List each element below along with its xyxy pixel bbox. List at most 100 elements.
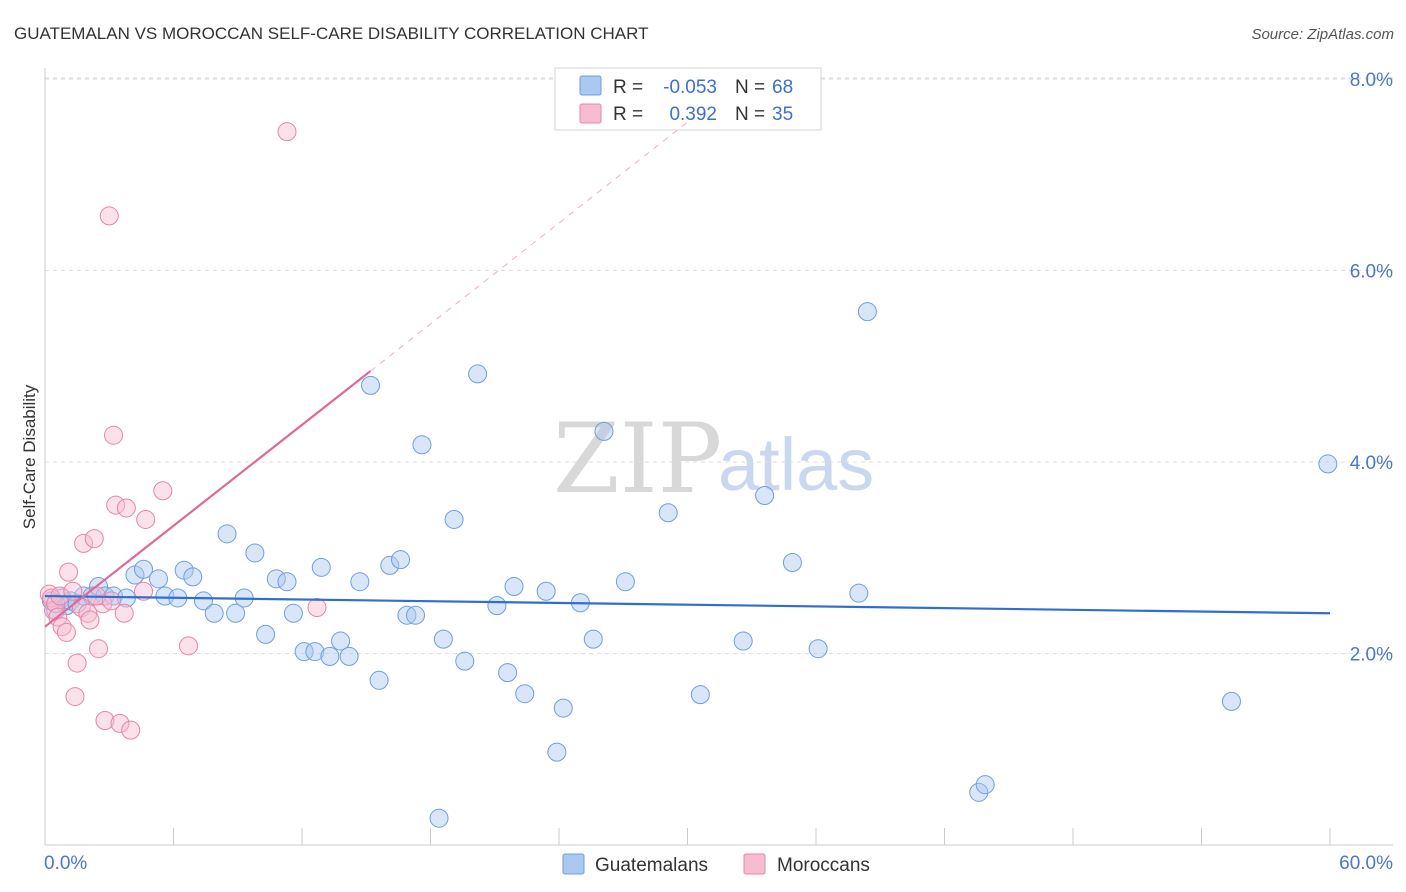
y-axis-title: Self-Care Disability [20,384,39,529]
point-guatemalans-20 [204,603,224,623]
point-guatemalans-39 [391,550,411,570]
point-moroccans-34 [101,591,121,611]
point-moroccans-19 [95,711,115,731]
point-guatemalans-48 [498,663,518,683]
point-guatemalans-33 [331,631,351,651]
point-guatemalans-26 [266,569,286,589]
tick-labels: 2.0% 4.0% 6.0% 8.0% 0.0% 60.0% [44,70,1393,874]
point-moroccans-16 [84,529,104,549]
point-guatemalans-57 [615,572,635,592]
point-guatemalans-63 [808,639,828,659]
point-guatemalans-43 [433,629,453,649]
legend-swatch-moroccans [743,853,766,875]
point-guatemalans-35 [350,572,370,592]
point-guatemalans-59 [690,685,710,705]
y-tick-label-2: 6.0% [1350,262,1393,283]
point-guatemalans-34 [339,646,359,666]
point-guatemalans-47 [487,596,507,616]
point-moroccans-23 [110,713,130,733]
point-guatemalans-32 [320,646,340,666]
point-guatemalans-41 [406,605,426,625]
point-guatemalans-68 [1221,691,1241,711]
point-guatemalans-44 [444,509,464,529]
point-moroccans-25 [116,498,136,518]
watermark-atlas: atlas [718,423,874,506]
legend-swatch-guatemalans [562,853,585,875]
point-guatemalans-52 [547,742,567,762]
point-guatemalans-61 [755,486,775,506]
point-guatemalans-69 [1318,454,1338,474]
point-guatemalans-67 [975,775,995,795]
point-moroccans-24 [114,603,134,623]
x-tick-label-0: 0.0% [44,853,87,874]
point-moroccans-14 [78,603,98,623]
stats-swatch-guatemalans [579,75,602,96]
legend: Guatemalans Moroccans [562,853,870,876]
point-moroccans-28 [136,509,156,529]
point-guatemalans-31 [311,557,331,577]
point-guatemalans-37 [369,670,389,690]
point-moroccans-17 [89,639,109,659]
axes [44,68,1393,846]
point-moroccans-13 [74,533,94,553]
point-guatemalans-66 [969,782,989,802]
trend-lines [44,121,1331,628]
point-guatemalans-64 [849,583,869,603]
point-guatemalans-58 [658,503,678,523]
point-guatemalans-27 [277,572,297,592]
point-guatemalans-60 [733,631,753,651]
stats-r-value-moroccans: 0.392 [669,104,717,125]
point-guatemalans-50 [515,684,535,704]
stats-box: R = -0.053 N = 68 R = 0.392 N = 35 [554,67,822,131]
point-guatemalans-45 [455,651,475,671]
point-moroccans-31 [277,122,297,142]
stats-n-value-guatemalans: 68 [772,77,793,98]
point-guatemalans-36 [361,375,381,395]
trend-line-moroccans [44,370,372,628]
point-moroccans-21 [104,425,124,445]
grid-lines [45,77,1393,654]
point-guatemalans-30 [305,642,325,662]
point-guatemalans-18 [183,567,203,587]
source-credit: Source: ZipAtlas.com [1251,26,1394,43]
legend-label-moroccans: Moroccans [777,855,870,876]
legend-label-guatemalans: Guatemalans [595,855,708,876]
point-moroccans-20 [99,206,119,226]
x-tick-label-1: 60.0% [1339,853,1393,874]
point-guatemalans-62 [782,553,802,573]
point-guatemalans-55 [583,629,603,649]
point-guatemalans-21 [217,524,237,544]
point-guatemalans-25 [256,624,276,644]
chart-title: GUATEMALAN VS MOROCCAN SELF-CARE DISABIL… [14,24,648,43]
point-moroccans-26 [121,720,141,740]
stats-n-label-guatemalans: N = [735,77,765,98]
point-moroccans-32 [307,598,327,618]
point-guatemalans-56 [594,421,614,441]
y-tick-label-0: 2.0% [1350,645,1393,666]
point-guatemalans-42 [412,435,432,455]
point-guatemalans-51 [536,581,556,601]
point-guatemalans-53 [553,698,573,718]
stats-n-label-moroccans: N = [735,104,765,125]
point-guatemalans-46 [468,364,488,384]
stats-swatch-moroccans [579,103,602,124]
watermark-zip: ZIP [553,403,722,515]
y-tick-label-1: 4.0% [1350,453,1393,474]
point-moroccans-11 [67,653,87,673]
point-moroccans-27 [134,581,154,601]
point-guatemalans-65 [857,302,877,322]
point-moroccans-10 [65,687,85,707]
trend-extension-moroccans [370,121,688,372]
point-guatemalans-29 [294,642,314,662]
point-guatemalans-22 [226,603,246,623]
stats-r-value-guatemalans: -0.053 [663,77,717,98]
point-moroccans-29 [153,481,173,501]
point-moroccans-7 [56,622,76,642]
point-guatemalans-14 [149,569,169,589]
stats-r-label-guatemalans: R = [613,77,643,98]
y-tick-label-3: 8.0% [1350,70,1393,91]
point-moroccans-15 [80,610,100,630]
stats-r-label-moroccans: R = [613,104,643,125]
point-guatemalans-70 [429,808,449,828]
